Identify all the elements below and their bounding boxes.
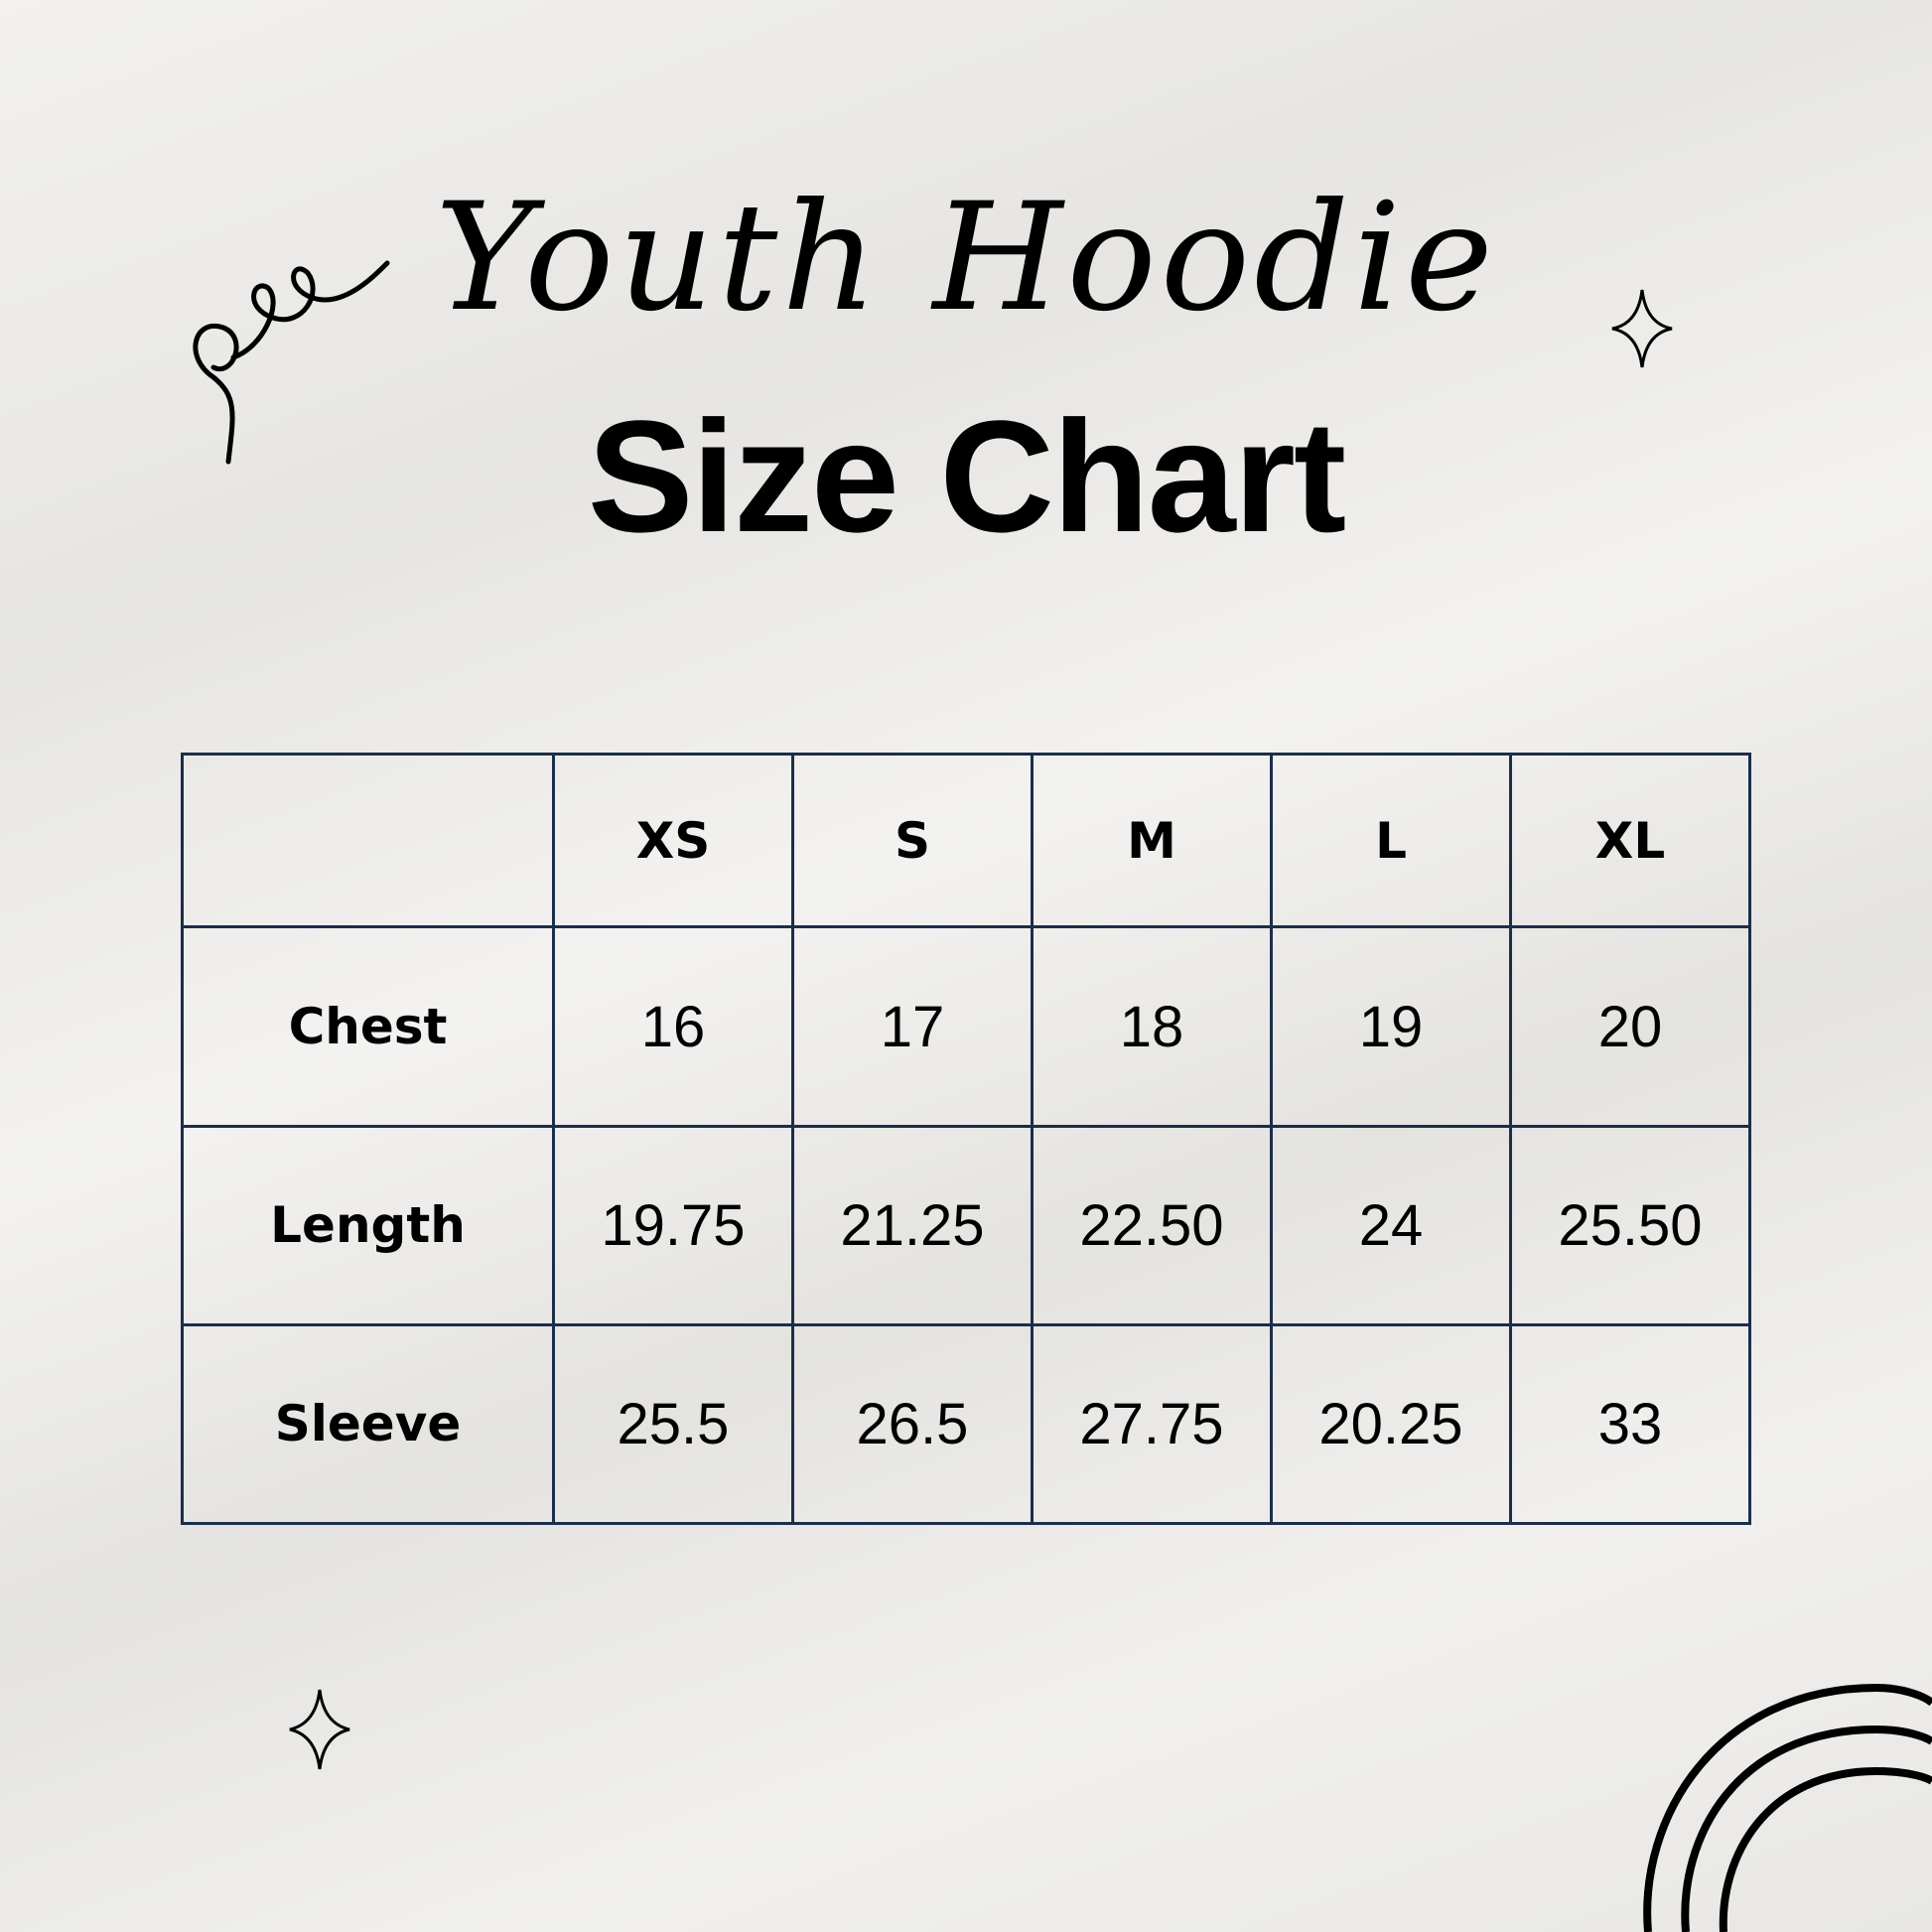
script-title: Youth Hoodie xyxy=(435,172,1497,345)
header-l: L xyxy=(1270,752,1512,929)
cell: 27.75 xyxy=(1031,1322,1273,1526)
header-empty xyxy=(181,752,555,929)
page-title: Size Chart xyxy=(587,387,1346,565)
cell: 16 xyxy=(552,925,794,1128)
table-row-chest: Chest 16 17 18 19 20 xyxy=(181,925,1751,1128)
cell: 17 xyxy=(791,925,1034,1128)
cell: 20 xyxy=(1509,925,1751,1128)
swirl-icon xyxy=(193,260,390,465)
cell: 21.25 xyxy=(791,1124,1034,1326)
table-header-row: XS S M L XL xyxy=(181,752,1751,929)
cell: 24 xyxy=(1270,1124,1512,1326)
row-label: Length xyxy=(181,1124,555,1326)
header-xs: XS xyxy=(552,752,794,929)
cell: 19.75 xyxy=(552,1124,794,1326)
header-m: M xyxy=(1031,752,1273,929)
cell: 19 xyxy=(1270,925,1512,1128)
cell: 22.50 xyxy=(1031,1124,1273,1326)
header-s: S xyxy=(791,752,1034,929)
header-xl: XL xyxy=(1509,752,1751,929)
sparkle-icon xyxy=(289,1689,350,1770)
cell: 26.5 xyxy=(791,1322,1034,1526)
sparkle-icon xyxy=(1611,289,1673,368)
row-label: Sleeve xyxy=(181,1322,555,1526)
size-chart-table: XS S M L XL Chest 16 17 18 19 20 Length … xyxy=(181,752,1751,1526)
cell: 25.5 xyxy=(552,1322,794,1526)
rainbow-arcs-icon xyxy=(1643,1683,1932,1932)
cell: 18 xyxy=(1031,925,1273,1128)
table-row-sleeve: Sleeve 25.5 26.5 27.75 20.25 33 xyxy=(181,1322,1751,1526)
cell: 33 xyxy=(1509,1322,1751,1526)
table-row-length: Length 19.75 21.25 22.50 24 25.50 xyxy=(181,1124,1751,1326)
cell: 20.25 xyxy=(1270,1322,1512,1526)
row-label: Chest xyxy=(181,925,555,1128)
cell: 25.50 xyxy=(1509,1124,1751,1326)
